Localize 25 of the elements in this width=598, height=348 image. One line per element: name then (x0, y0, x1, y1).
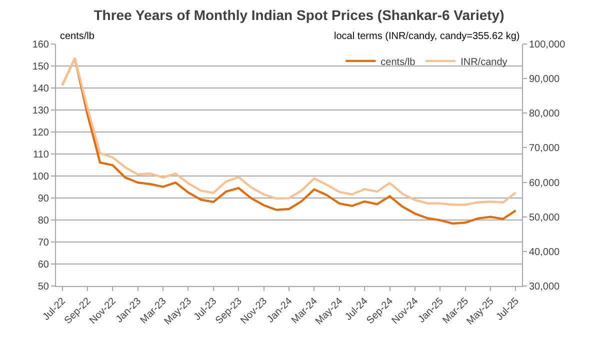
y-tick-label: 100 (32, 172, 50, 182)
y2-tick-label: 30,000 (529, 282, 560, 292)
y-tick-label: 160 (32, 40, 50, 50)
y-axis-title: cents/lb (60, 31, 95, 42)
chart-title: Three Years of Monthly Indian Spot Prices (Shankar-6 Variety) (94, 7, 504, 24)
y-tick-label: 120 (32, 128, 50, 138)
y2-tick-label: 100,000 (529, 40, 566, 50)
y-tick-label: 110 (33, 150, 50, 160)
y2-tick-label: 40,000 (529, 246, 560, 258)
y-tick-label: 150 (32, 62, 50, 72)
y2-tick-label: 50,000 (529, 212, 560, 224)
legend-label: cents/lb (380, 56, 416, 68)
y2-tick-label: 80,000 (529, 108, 560, 120)
y-tick-label: 80 (38, 216, 50, 226)
y2-axis-title: local terms (INR/candy, candy=355.62 kg) (334, 31, 520, 42)
y2-tick-label: 60,000 (529, 178, 560, 189)
y-tick-label: 50 (38, 282, 50, 292)
y-tick-label: 130 (32, 106, 50, 116)
y-tick-label: 60 (38, 260, 50, 270)
y-tick-label: 140 (32, 84, 50, 94)
y-tick-label: 70 (38, 238, 50, 248)
y2-tick-label: 70,000 (529, 143, 560, 154)
legend-label: INR/candy (460, 56, 508, 68)
y2-tick-label: 90,000 (529, 74, 560, 86)
y-tick-label: 90 (38, 194, 50, 204)
